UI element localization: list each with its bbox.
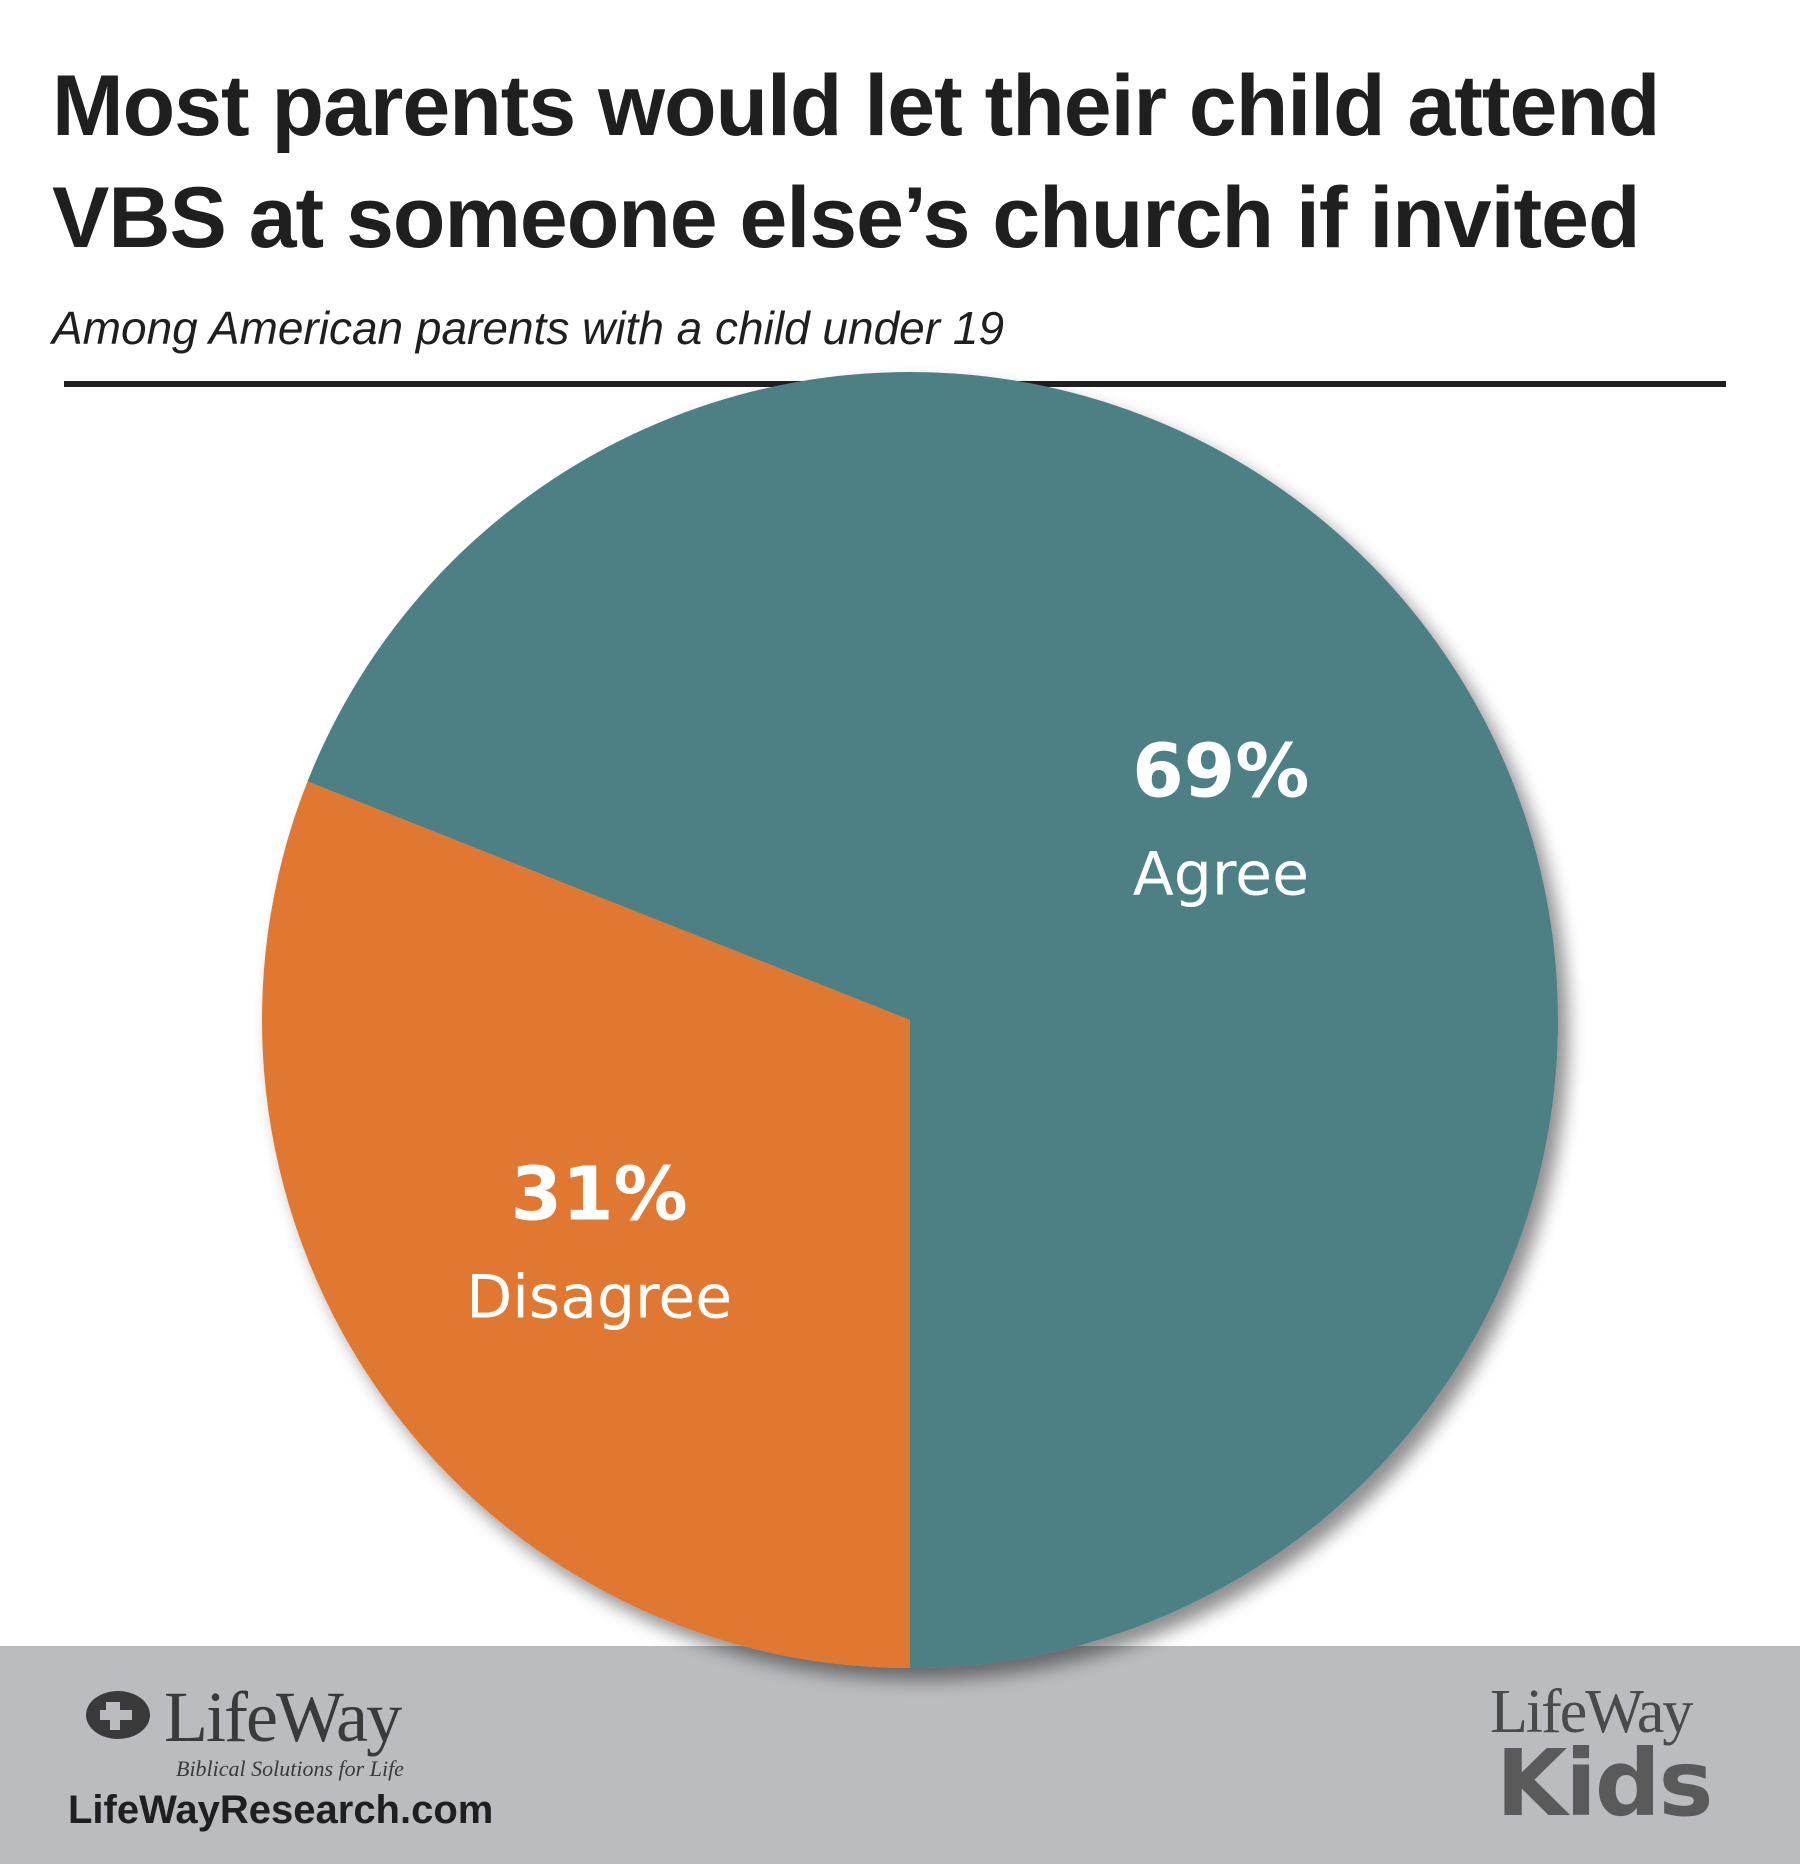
pie-slice-disagree [261, 781, 910, 1668]
slice-value-label-agree: 69% [1132, 729, 1309, 815]
kids-logo-wordmark: LifeWay [1490, 1678, 1693, 1746]
kids-logo-subtitle: Kids [1496, 1730, 1713, 1837]
lifeway-mark-icon [86, 1691, 150, 1739]
chart-title: Most parents would let their child atten… [52, 58, 1660, 266]
lifeway-kids-logo[interactable]: LifeWay Kids [1490, 1680, 1730, 1840]
chart-subtitle: Among American parents with a child unde… [52, 302, 1005, 354]
footer-band [0, 1646, 1800, 1864]
research-url-link[interactable]: LifeWayResearch.com [68, 1788, 494, 1832]
pie-slice-agree [307, 371, 1559, 1668]
slice-value-label-disagree: 31% [511, 1151, 688, 1237]
lifeway-wordmark: LifeWay [164, 1677, 402, 1757]
slice-category-label-agree: Agree [1133, 840, 1309, 910]
slice-category-label-disagree: Disagree [466, 1262, 732, 1332]
lifeway-logo[interactable]: LifeWay Biblical Solutions for Life [84, 1677, 444, 1781]
lifeway-tagline: Biblical Solutions for Life [176, 1756, 404, 1781]
